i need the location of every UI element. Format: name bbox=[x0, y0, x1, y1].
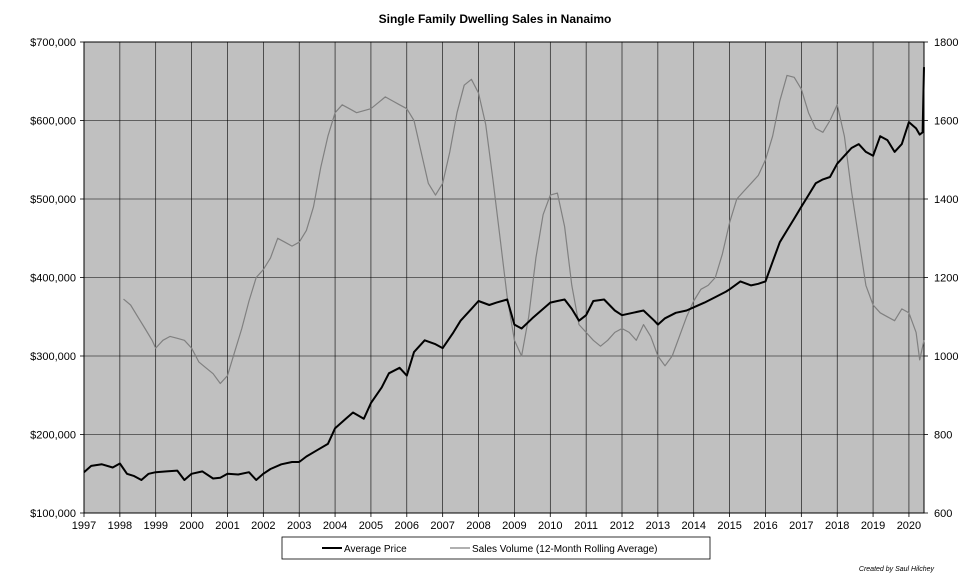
y-left-tick-label: $200,000 bbox=[30, 430, 76, 442]
series-layer bbox=[83, 67, 925, 481]
left-axis: $100,000 $200,000 $300,000 $400,000 $500,000… bbox=[30, 37, 84, 520]
y-right-tick-label: 1600 bbox=[934, 116, 958, 128]
x-tick-label: 2002 bbox=[251, 520, 275, 532]
x-tick-label: 2017 bbox=[789, 520, 813, 532]
y-left-tick-label: $100,000 bbox=[30, 508, 76, 520]
y-left-tick-label: $700,000 bbox=[30, 37, 76, 49]
x-tick-label: 2014 bbox=[681, 520, 705, 532]
y-right-tick-label: 1200 bbox=[934, 273, 958, 285]
y-left-tick-label: $400,000 bbox=[30, 273, 76, 285]
x-tick-label: 2016 bbox=[753, 520, 777, 532]
x-tick-label: 2003 bbox=[287, 520, 311, 532]
x-tick-label: 2010 bbox=[538, 520, 562, 532]
chart-title: Single Family Dwelling Sales in Nanaimo bbox=[379, 12, 612, 26]
x-tick-label: 2004 bbox=[323, 520, 347, 532]
x-tick-label: 2019 bbox=[861, 520, 885, 532]
x-tick-label: 2018 bbox=[825, 520, 849, 532]
x-tick-label: 2008 bbox=[466, 520, 490, 532]
y-left-tick-label: $600,000 bbox=[30, 116, 76, 128]
x-tick-label: 2015 bbox=[717, 520, 741, 532]
series-line-average-price bbox=[83, 67, 925, 481]
credit-text: Created by Saul Hilchey bbox=[859, 566, 935, 573]
x-tick-label: 1998 bbox=[108, 520, 132, 532]
x-tick-label: 2000 bbox=[179, 520, 203, 532]
x-tick-label: 2020 bbox=[897, 520, 921, 532]
x-tick-label: 2006 bbox=[395, 520, 419, 532]
x-tick-label: 2001 bbox=[215, 520, 239, 532]
y-left-tick-label: $500,000 bbox=[30, 194, 76, 206]
right-axis: 600 800 1000 1200 1400 1600 1800 bbox=[924, 37, 958, 520]
y-right-tick-label: 1800 bbox=[934, 37, 958, 49]
x-tick-label: 2012 bbox=[610, 520, 634, 532]
legend-label-average-price: Average Price bbox=[344, 544, 407, 555]
x-tick-label: 2011 bbox=[574, 520, 598, 532]
series-line-sales-volume bbox=[123, 74, 925, 385]
x-tick-label: 1997 bbox=[72, 520, 96, 532]
legend: Average Price Sales Volume (12-Month Rol… bbox=[281, 536, 711, 560]
gridlines bbox=[84, 42, 924, 513]
x-tick-label: 2007 bbox=[430, 520, 454, 532]
y-left-tick-label: $300,000 bbox=[30, 351, 76, 363]
x-tick-label: 2009 bbox=[502, 520, 526, 532]
x-tick-label: 2005 bbox=[359, 520, 383, 532]
legend-label-sales-volume: Sales Volume (12-Month Rolling Average) bbox=[472, 544, 657, 555]
y-right-tick-label: 600 bbox=[934, 508, 952, 520]
x-axis: 1997 1998 1999 2000 2001 2002 2003 2004 2005 2006… bbox=[72, 513, 921, 532]
x-tick-label: 2013 bbox=[646, 520, 670, 532]
y-right-tick-label: 1400 bbox=[934, 194, 958, 206]
y-right-tick-label: 800 bbox=[934, 430, 952, 442]
y-right-tick-label: 1000 bbox=[934, 351, 958, 363]
legend-box bbox=[281, 536, 711, 560]
x-tick-label: 1999 bbox=[143, 520, 167, 532]
